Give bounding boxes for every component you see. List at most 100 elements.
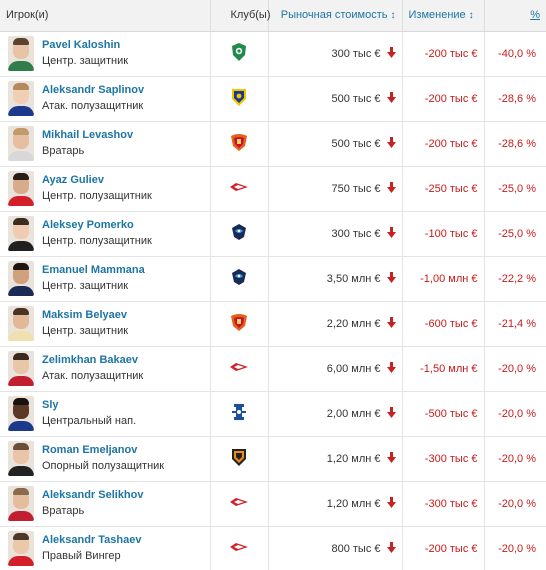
sort-icon[interactable]: ↕ (468, 10, 474, 22)
market-value: 2,20 млн € (326, 317, 381, 330)
percent-column-header[interactable]: % (484, 0, 546, 32)
club-cell (210, 391, 269, 436)
club-cell (210, 526, 269, 570)
change-value: -250 тыс € (402, 166, 485, 211)
player-name-link[interactable]: Ayaz Guliev (42, 174, 104, 186)
club-cell (210, 211, 269, 256)
market-value: 750 тыс € (331, 182, 381, 195)
arrow-down-icon (386, 46, 396, 61)
player-photo[interactable] (8, 36, 34, 71)
player-photo[interactable] (8, 126, 34, 161)
market-value-header-label[interactable]: Рыночная стоимость (280, 9, 388, 22)
percent-change: -20,0 % (498, 497, 536, 510)
player-photo[interactable] (8, 216, 34, 251)
change-header-label[interactable]: Изменение (408, 9, 466, 22)
change-column-header[interactable]: Изменение ↕ (402, 0, 485, 32)
ural-crest-icon[interactable] (230, 447, 248, 470)
player-name-link[interactable]: Aleksey Pomerko (42, 219, 134, 231)
player-cell: Aleksey Pomerko Центр. полузащитник (0, 211, 211, 256)
table-row: Aleksandr Selikhov Вратарь 1,20 млн € -3… (0, 481, 546, 526)
change-value: -300 тыс € (402, 481, 485, 526)
player-cell: Mikhail Levashov Вратарь (0, 121, 211, 166)
market-value-cell: 750 тыс € (268, 166, 403, 211)
player-position: Опорный полузащитник (42, 460, 165, 472)
player-photo[interactable] (8, 486, 34, 521)
player-name-link[interactable]: Zelimkhan Bakaev (42, 354, 138, 366)
arrow-down-icon (386, 361, 396, 376)
player-name-link[interactable]: Maksim Belyaev (42, 309, 127, 321)
change-value: -1,50 млн € (402, 346, 485, 391)
change-value: -300 тыс € (402, 436, 485, 481)
player-photo[interactable] (8, 261, 34, 296)
player-name-link[interactable]: Aleksandr Saplinov (42, 84, 145, 96)
arrow-down-icon (386, 541, 396, 556)
table-row: Ayaz Guliev Центр. полузащитник 750 тыс … (0, 166, 546, 211)
sochi-crest-icon[interactable] (230, 223, 248, 244)
arrow-down-icon (386, 406, 396, 421)
arrow-down-icon (386, 271, 396, 286)
market-value: 2,00 млн € (326, 407, 381, 420)
percent-change: -20,0 % (498, 407, 536, 420)
table-row: Aleksey Pomerko Центр. полузащитник 300 … (0, 211, 546, 256)
arsenal-tula-crest-icon[interactable] (229, 313, 249, 334)
player-photo[interactable] (8, 306, 34, 341)
club-cell (210, 31, 269, 76)
player-name-link[interactable]: Aleksandr Selikhov (42, 489, 144, 501)
akhmat-crest-icon[interactable] (230, 42, 248, 65)
change-value: -200 тыс € (402, 76, 485, 121)
market-value-cell: 300 тыс € (268, 211, 403, 256)
table-header-row: Игрок(и) Клуб(ы) Рыночная стоимость ↕ Изм… (0, 0, 546, 32)
spartak-crest-icon[interactable] (229, 541, 249, 556)
market-value: 300 тыс € (331, 227, 381, 240)
market-value-cell: 3,50 млн € (268, 256, 403, 301)
club-cell (210, 436, 269, 481)
change-value: -200 тыс € (402, 31, 485, 76)
spartak-crest-icon[interactable] (229, 496, 249, 511)
player-cell: Zelimkhan Bakaev Атак. полузащитник (0, 346, 211, 391)
percent-change: -20,0 % (498, 542, 536, 555)
market-value-column-header[interactable]: Рыночная стоимость ↕ (268, 0, 403, 32)
dynamo-crest-icon[interactable] (231, 402, 247, 425)
market-value-cell: 500 тыс € (268, 121, 403, 166)
club-column-header: Клуб(ы) (210, 0, 270, 32)
market-value: 1,20 млн € (326, 497, 381, 510)
market-value: 3,50 млн € (326, 272, 381, 285)
table-row: Mikhail Levashov Вратарь 500 тыс € -200 … (0, 121, 546, 166)
market-value-cell: 800 тыс € (268, 526, 403, 570)
arrow-down-icon (386, 316, 396, 331)
player-photo[interactable] (8, 396, 34, 431)
market-value: 500 тыс € (331, 137, 381, 150)
change-value: -100 тыс € (402, 211, 485, 256)
market-value-cell: 1,20 млн € (268, 481, 403, 526)
player-photo[interactable] (8, 171, 34, 206)
table-row: Emanuel Mammana Центр. защитник 3,50 млн… (0, 256, 546, 301)
sochi-crest-icon[interactable] (230, 268, 248, 289)
table-row: Aleksandr Tashaev Правый Вингер 800 тыс … (0, 526, 546, 570)
rostov-crest-icon[interactable] (229, 87, 249, 110)
player-name-link[interactable]: Sly (42, 399, 59, 411)
table-row: Aleksandr Saplinov Атак. полузащитник 50… (0, 76, 546, 121)
player-position: Центр. защитник (42, 280, 129, 292)
player-name-link[interactable]: Roman Emeljanov (42, 444, 138, 456)
player-position: Центр. защитник (42, 55, 129, 67)
arsenal-tula-crest-icon[interactable] (229, 133, 249, 154)
spartak-crest-icon[interactable] (229, 181, 249, 196)
percent-change: -20,0 % (498, 452, 536, 465)
club-cell (210, 256, 269, 301)
player-photo[interactable] (8, 81, 34, 116)
player-name-link[interactable]: Emanuel Mammana (42, 264, 145, 276)
player-position: Центральный нап. (42, 415, 137, 427)
sort-icon[interactable]: ↕ (390, 10, 396, 22)
player-cell: Aleksandr Tashaev Правый Вингер (0, 526, 211, 570)
player-name-link[interactable]: Mikhail Levashov (42, 129, 134, 141)
player-photo[interactable] (8, 351, 34, 386)
player-name-link[interactable]: Pavel Kaloshin (42, 39, 121, 51)
player-name-link[interactable]: Aleksandr Tashaev (42, 534, 142, 546)
arrow-down-icon (386, 136, 396, 151)
player-cell: Aleksandr Selikhov Вратарь (0, 481, 211, 526)
spartak-crest-icon[interactable] (229, 361, 249, 376)
market-value: 300 тыс € (331, 47, 381, 60)
player-photo[interactable] (8, 531, 34, 566)
player-photo[interactable] (8, 441, 34, 476)
